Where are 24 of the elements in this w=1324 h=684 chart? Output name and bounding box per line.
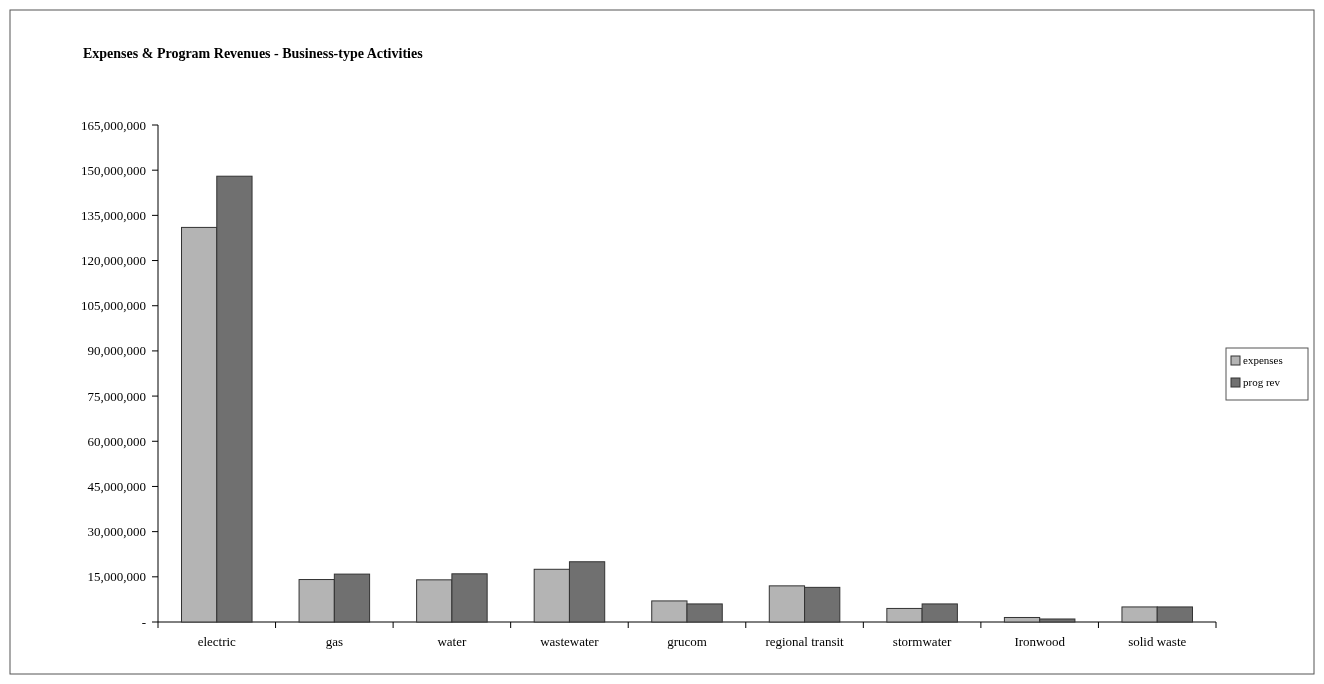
y-tick-label: 90,000,000 [87,343,146,359]
y-tick-label: 105,000,000 [81,298,146,314]
x-tick-label: regional transit [765,634,845,649]
x-tick-label: solid waste [1128,634,1187,649]
y-tick-label: 165,000,000 [81,117,146,133]
x-tick-label: gas [325,634,344,649]
x-tick-label: electric [197,634,237,649]
y-tick-label: 135,000,000 [81,207,146,223]
y-tick-label: 45,000,000 [87,479,146,494]
y-tick-label: 60,000,000 [87,433,146,449]
x-tick-label: grucom [667,634,707,649]
x-tick-label: Ironwood [1014,634,1066,649]
x-tick-label: wastewater [540,634,600,649]
chart-title: Expenses & Program Revenues - Business-type Activities [83,46,424,61]
y-tick-label: 75,000,000 [87,388,146,404]
y-tick-label: 15,000,000 [87,569,146,585]
y-tick-label: 30,000,000 [87,524,146,540]
x-tick-label: stormwater [892,634,953,649]
y-tick-label: 150,000,000 [81,162,146,178]
y-tick-label: 120,000,000 [81,253,146,269]
legend-label: expenses [1243,354,1283,366]
y-tick-label: - [141,614,146,630]
legend-label: prog rev [1243,376,1281,388]
x-tick-label: water [437,634,467,649]
